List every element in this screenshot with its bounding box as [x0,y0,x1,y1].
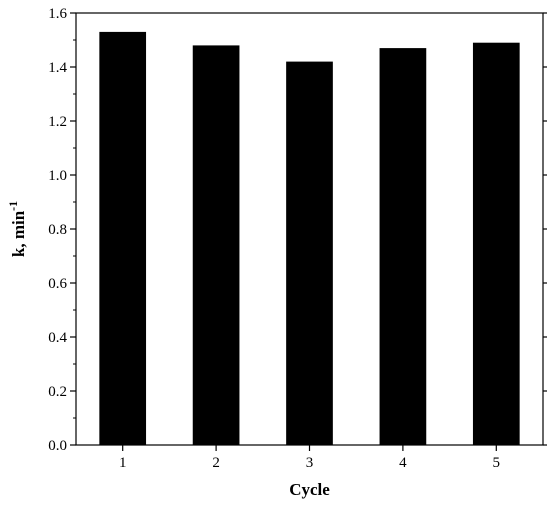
bar-cycle-2 [192,45,240,446]
y-tick-label: 0.2 [48,384,67,400]
x-tick-label: 1 [119,455,127,471]
bars-layer [99,31,520,446]
y-tick-label: 1.0 [48,168,67,184]
bar-cycle-3 [286,61,333,445]
x-axis-title: Cycle [289,480,330,499]
x-tick-label: 4 [399,455,407,471]
y-tick-label: 0.4 [48,330,67,346]
y-tick-label: 0.0 [48,438,67,454]
x-axis: 1 2 3 4 5 [119,445,500,471]
y-axis-title: k, min-1 [6,201,28,257]
y-tick-label: 0.8 [48,222,67,238]
bar-cycle-5 [472,42,520,445]
y-tick-label: 1.6 [48,6,67,22]
x-tick-label: 5 [493,455,501,471]
x-tick-label: 3 [306,455,314,471]
y-tick-label: 1.4 [48,60,67,76]
y-tick-label: 0.6 [48,276,67,292]
y-tick-label: 1.2 [48,114,67,130]
x-tick-label: 2 [212,455,220,471]
y-axis-title-superscript: -1 [6,201,20,211]
y-axis-title-main: k, min [9,210,28,257]
bar-cycle-4 [379,48,427,445]
bar-cycle-1 [99,31,147,446]
y-axis: 0.0 0.2 0.4 0.6 0.8 1.0 1.2 1.4 1.6 [48,6,547,454]
